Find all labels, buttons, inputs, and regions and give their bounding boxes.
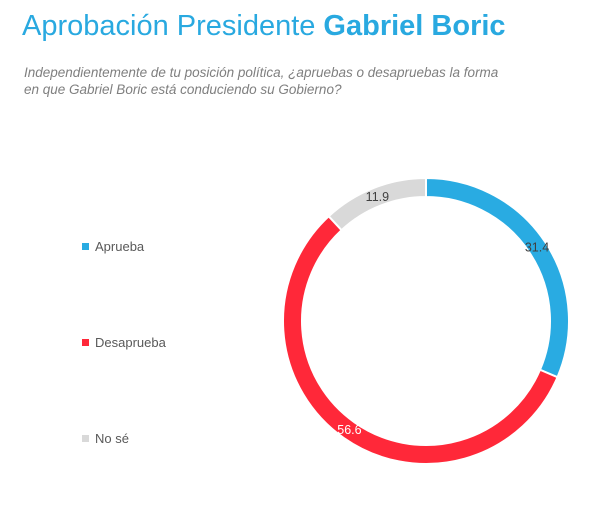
- legend-label: No sé: [95, 431, 129, 446]
- legend-item-no-se: No sé: [82, 431, 129, 446]
- legend-swatch: [82, 435, 89, 442]
- title-name: Gabriel Boric: [323, 10, 506, 42]
- page-title: Aprobación Presidente Gabriel Boric: [22, 10, 506, 43]
- slice-desaprueba: [282, 214, 559, 465]
- legend-label: Desaprueba: [95, 335, 166, 350]
- survey-question: Independientemente de tu posición políti…: [24, 65, 499, 97]
- chart-legend: Aprueba Desaprueba No sé: [82, 0, 282, 505]
- legend-item-aprueba: Aprueba: [82, 239, 144, 254]
- legend-label: Aprueba: [95, 239, 145, 254]
- legend-swatch: [82, 243, 89, 250]
- slice-aprueba: [425, 176, 570, 379]
- title-main: Aprobación Presidente: [22, 10, 316, 42]
- data-label-no-se: 11.9: [366, 190, 389, 204]
- legend-swatch: [82, 339, 89, 346]
- slice-no-se: [327, 176, 427, 232]
- legend-item-desaprueba: Desaprueba: [82, 335, 166, 350]
- data-label-desaprueba: 56.6: [337, 423, 361, 437]
- data-label-aprueba: 31.4: [525, 241, 549, 255]
